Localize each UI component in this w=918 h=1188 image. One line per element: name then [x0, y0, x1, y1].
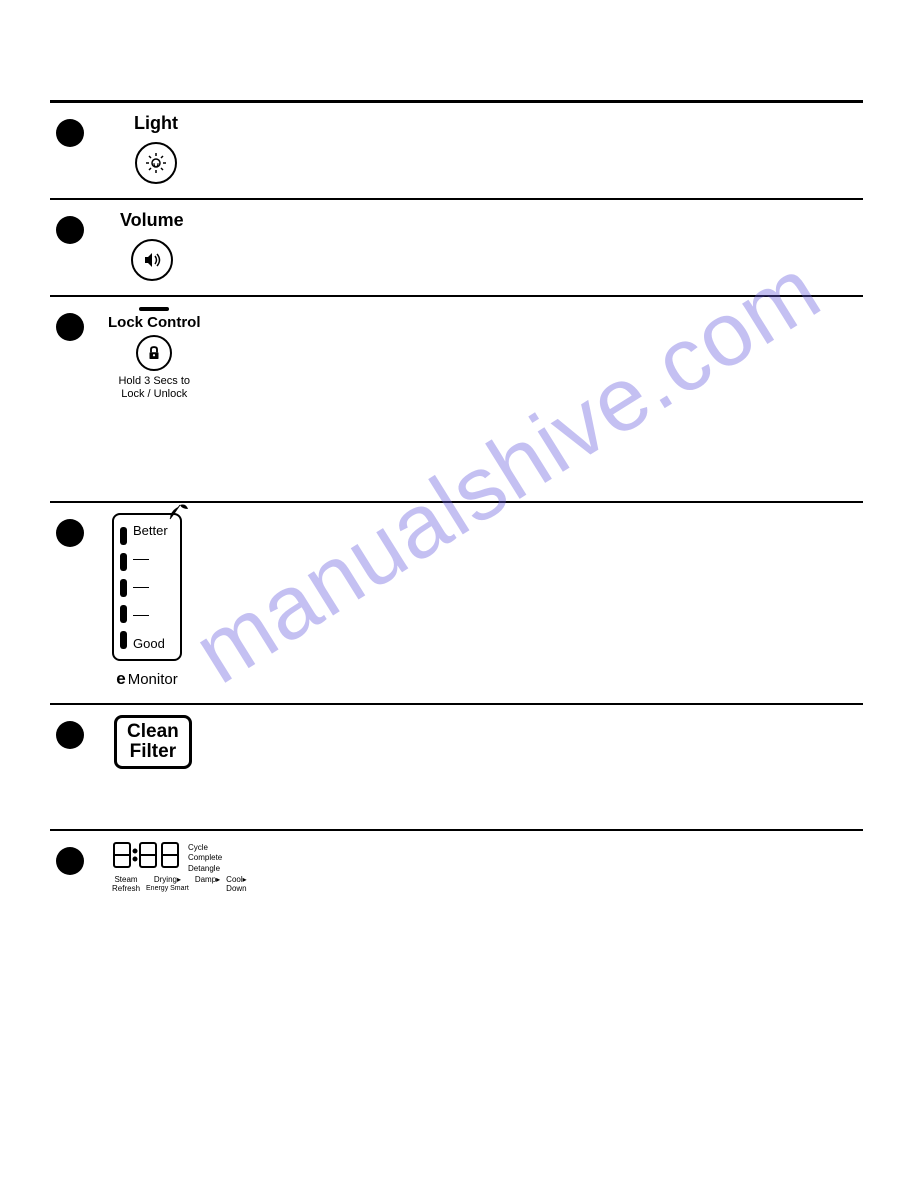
- side-cycle: Cycle: [188, 843, 222, 853]
- row-emonitor: Better Good eMonitor: [50, 503, 863, 703]
- emonitor-bars: [120, 527, 127, 649]
- emonitor-e: e: [116, 669, 125, 689]
- bullet-marker: [56, 216, 84, 244]
- scale-tick: [133, 587, 149, 588]
- gauge-bar: [120, 579, 127, 597]
- bullet-marker: [56, 119, 84, 147]
- label-volume: Volume: [120, 210, 184, 231]
- gauge-bar: [120, 527, 127, 545]
- row-cleanfilter: Clean Filter: [50, 705, 863, 829]
- label-light: Light: [134, 113, 178, 134]
- lock-button[interactable]: [136, 335, 172, 371]
- gauge-bar: [120, 553, 127, 571]
- status-damp: Damp▸: [195, 876, 220, 894]
- seven-segment-digits: [112, 841, 184, 869]
- side-complete: Complete: [188, 853, 222, 863]
- emonitor-caption: eMonitor: [116, 669, 178, 689]
- row-lock: Lock Control Hold 3 Secs to Lock / Unloc…: [50, 297, 863, 501]
- emonitor-text: Monitor: [128, 671, 178, 688]
- clean-filter-indicator: Clean Filter: [114, 715, 192, 769]
- emonitor-gauge: Better Good: [112, 513, 182, 661]
- lock-sub-line2: Lock / Unlock: [121, 388, 187, 400]
- digits-icon: [112, 841, 184, 869]
- lock-icon: [145, 344, 163, 362]
- lightbulb-icon: [144, 151, 168, 175]
- row-volume: Volume: [50, 200, 863, 295]
- scale-tick: [133, 559, 149, 560]
- bullet-marker: [56, 847, 84, 875]
- cleanfilter-line1: Clean: [127, 721, 179, 742]
- gauge-bar: [120, 605, 127, 623]
- volume-button[interactable]: [131, 239, 173, 281]
- speaker-icon: [140, 248, 164, 272]
- scale-tick: [133, 615, 149, 616]
- cleanfilter-line2: Filter: [130, 741, 176, 762]
- emonitor-scale-labels: Better Good: [133, 523, 168, 651]
- light-button[interactable]: [135, 142, 177, 184]
- label-lock: Lock Control: [108, 314, 201, 331]
- status-drying: Drying▸ Energy Smart: [146, 876, 189, 894]
- status-steam-refresh: Steam Refresh: [112, 876, 140, 894]
- display-side-labels: Cycle Complete Detangle: [188, 843, 222, 874]
- row-display: Cycle Complete Detangle Steam Refresh Dr…: [50, 831, 863, 907]
- lock-instruction: Hold 3 Secs to Lock / Unlock: [118, 375, 190, 401]
- emonitor-good: Good: [133, 636, 168, 651]
- bullet-marker: [56, 313, 84, 341]
- lock-bar-indicator: [139, 307, 169, 311]
- bullet-marker: [56, 519, 84, 547]
- gauge-bar: [120, 631, 127, 649]
- bullet-marker: [56, 721, 84, 749]
- row-light: Light: [50, 103, 863, 198]
- time-display: Cycle Complete Detangle: [112, 841, 247, 874]
- emonitor-better: Better: [133, 523, 168, 538]
- lock-sub-line1: Hold 3 Secs to: [118, 375, 190, 387]
- status-cooldown: Cool▸ Down: [226, 876, 246, 894]
- display-status-row: Steam Refresh Drying▸ Energy Smart Damp▸…: [112, 876, 247, 894]
- side-detangle: Detangle: [188, 864, 222, 874]
- leaf-icon: [166, 501, 190, 527]
